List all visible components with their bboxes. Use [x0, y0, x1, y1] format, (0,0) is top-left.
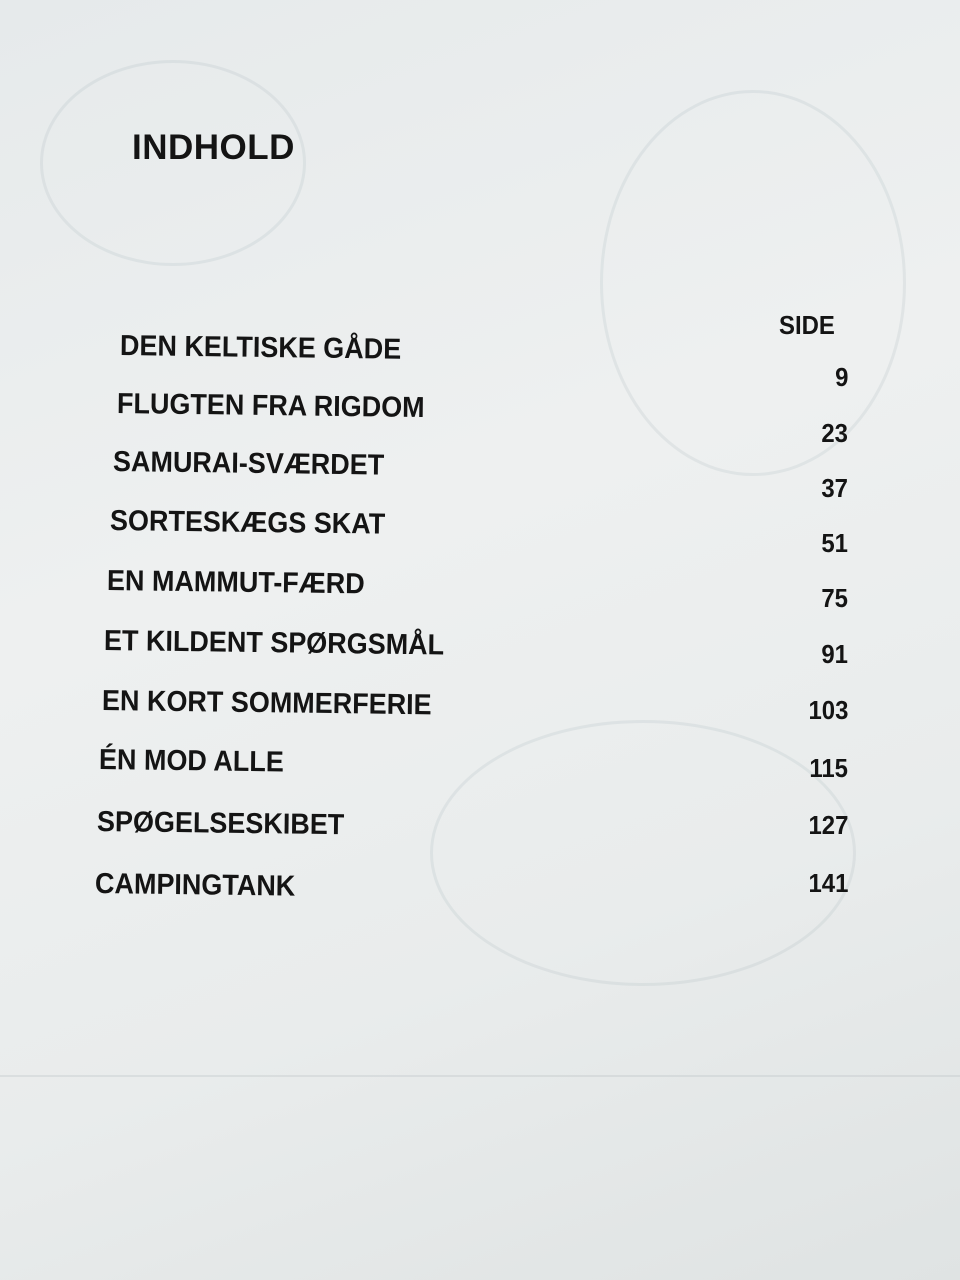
toc-entry-title: CAMPINGTANK — [94, 868, 296, 903]
toc-entry-page: 75 — [821, 583, 848, 613]
toc-entry-page: 141 — [808, 868, 848, 898]
toc-entry-page: 23 — [821, 418, 848, 448]
toc-entry-page: 103 — [808, 695, 848, 725]
toc-entry-title: SAMURAI-SVÆRDET — [112, 446, 385, 482]
toc-entry-title: ET KILDENT SPØRGSMÅL — [103, 625, 445, 662]
show-through-illustration — [40, 60, 306, 266]
toc-entry-title: SPØGELSESKIBET — [96, 806, 345, 842]
toc-entry-title: DEN KELTISKE GÅDE — [119, 330, 402, 366]
toc-entry-title: FLUGTEN FRA RIGDOM — [116, 388, 425, 425]
toc-entry-page: 127 — [808, 810, 848, 840]
toc-entry-page: 115 — [809, 753, 848, 783]
toc-heading: INDHOLD — [132, 128, 295, 167]
toc-entry-title: EN MAMMUT-FÆRD — [106, 565, 365, 601]
toc-entry-page: 37 — [821, 473, 848, 503]
show-through-illustration — [600, 90, 906, 476]
show-through-line — [0, 1075, 960, 1077]
toc-entry-page: 9 — [834, 362, 848, 392]
page-column-label: SIDE — [779, 310, 835, 340]
toc-entry-title: EN KORT SOMMERFERIE — [101, 685, 432, 722]
toc-entry-page: 91 — [821, 639, 848, 669]
toc-entry-page: 51 — [821, 528, 848, 558]
toc-entry-title: SORTESKÆGS SKAT — [109, 505, 386, 541]
toc-entry-title: ÉN MOD ALLE — [98, 744, 284, 779]
show-through-illustration — [430, 720, 856, 986]
